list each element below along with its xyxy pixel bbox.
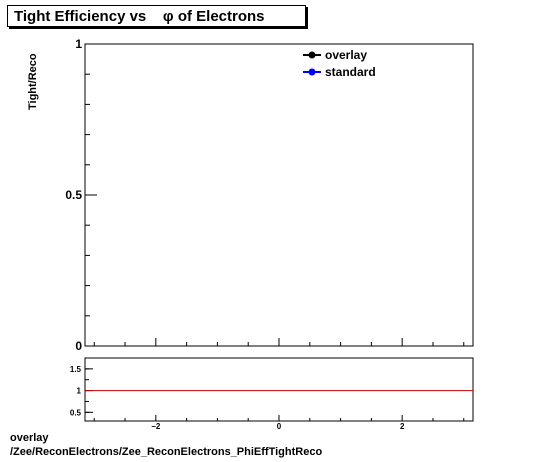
main-y-tick-label: 0.5	[65, 188, 82, 202]
ratio-plot: 0.5 1 1.5 −2 0 2	[70, 357, 474, 431]
footer-label-1: overlay	[10, 432, 49, 444]
legend-overlay-label: overlay	[325, 48, 367, 62]
main-y-tick-label: 0	[75, 339, 82, 353]
ratio-x-tick-label: 2	[400, 422, 405, 431]
ratio-y-tick-label: 0.5	[70, 408, 82, 417]
legend-standard-marker	[308, 68, 316, 76]
ratio-x-tick-label: −2	[151, 422, 161, 431]
main-plot-frame	[84, 43, 474, 347]
main-y-tick-label: 1	[75, 37, 82, 51]
legend: overlay standard	[303, 48, 376, 79]
legend-overlay-marker	[308, 51, 316, 59]
main-plot: 00.51	[65, 37, 474, 353]
ratio-y-tick-label: 1.5	[70, 365, 82, 374]
legend-standard-label: standard	[325, 65, 376, 79]
footer-path: /Zee/ReconElectrons/Zee_ReconElectrons_P…	[10, 446, 323, 458]
y-axis-label: Tight/Reco	[27, 53, 39, 110]
ratio-x-tick-label: 0	[277, 422, 282, 431]
ratio-y-tick-label: 1	[77, 387, 82, 396]
ratio-plot-frame	[84, 357, 474, 422]
chart-title-box: Tight Efficiency vs φ of Electrons	[7, 5, 306, 27]
chart-title: Tight Efficiency vs φ of Electrons	[14, 8, 265, 25]
